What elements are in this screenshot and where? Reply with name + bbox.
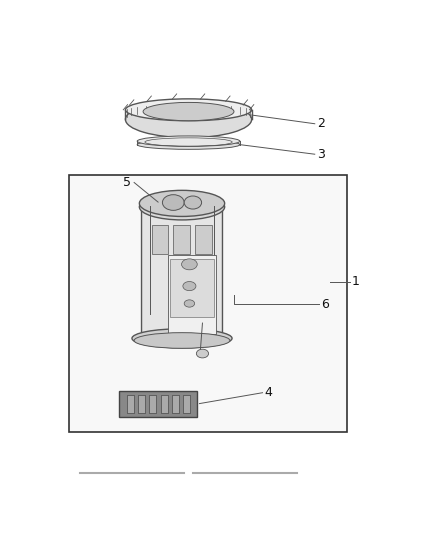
Text: 6: 6 xyxy=(321,298,329,311)
FancyBboxPatch shape xyxy=(141,204,223,338)
Bar xyxy=(168,255,216,334)
Text: 3: 3 xyxy=(317,148,325,161)
Bar xyxy=(173,225,190,254)
Bar xyxy=(152,225,168,254)
Ellipse shape xyxy=(139,190,225,216)
Ellipse shape xyxy=(184,196,201,209)
Bar xyxy=(161,395,168,413)
Bar xyxy=(172,395,179,413)
Ellipse shape xyxy=(137,140,240,149)
Bar xyxy=(195,225,212,254)
Text: 2: 2 xyxy=(317,117,325,130)
Ellipse shape xyxy=(184,300,194,307)
Ellipse shape xyxy=(137,136,240,147)
Ellipse shape xyxy=(183,281,196,290)
Bar xyxy=(149,395,156,413)
Ellipse shape xyxy=(143,102,234,120)
Ellipse shape xyxy=(162,195,184,211)
Ellipse shape xyxy=(196,349,208,358)
Ellipse shape xyxy=(139,194,225,220)
Bar xyxy=(170,259,214,317)
Bar xyxy=(119,391,197,417)
Bar xyxy=(127,395,134,413)
Ellipse shape xyxy=(182,259,197,270)
Bar xyxy=(138,395,145,413)
Bar xyxy=(69,175,347,432)
Ellipse shape xyxy=(125,101,252,138)
Ellipse shape xyxy=(132,329,232,348)
Text: 4: 4 xyxy=(265,386,272,399)
Bar xyxy=(184,395,190,413)
Text: 1: 1 xyxy=(352,275,360,288)
Ellipse shape xyxy=(125,99,252,121)
Ellipse shape xyxy=(134,333,230,349)
Text: 5: 5 xyxy=(123,176,131,189)
